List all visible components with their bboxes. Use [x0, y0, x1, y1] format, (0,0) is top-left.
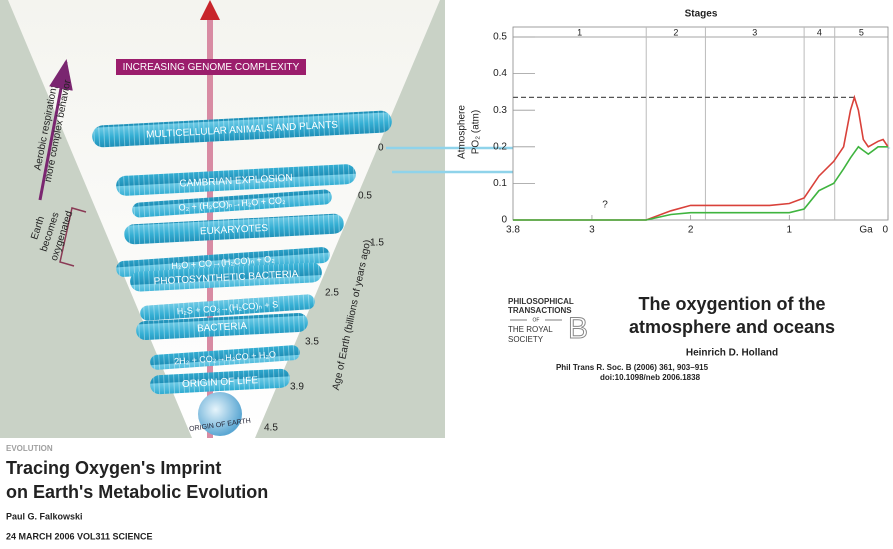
stage-label: 2 [673, 27, 678, 37]
article-title: Tracing Oxygen's Imprint [6, 458, 221, 478]
x-tick-label: 3 [589, 225, 595, 236]
y-tick-label: 0.1 [493, 178, 507, 189]
paper-title: atmosphere and oceans [629, 317, 835, 337]
paper-title: The oxygention of the [639, 294, 826, 314]
y-tick-label: 0.5 [493, 32, 507, 43]
logo-text: THE ROYAL [508, 325, 553, 334]
y-axis-label: PO₂ (atm) [471, 110, 482, 154]
y-tick-label: 0.2 [493, 141, 507, 152]
x-tick-label: 1 [787, 225, 793, 236]
paper-citation: doi:10.1098/neb 2006.1838 [600, 373, 701, 382]
logo-text: SOCIETY [508, 335, 544, 344]
stage-label: 4 [817, 27, 822, 37]
logo-letter: B [568, 312, 588, 345]
annotation: ? [602, 200, 608, 211]
plot-area [513, 27, 888, 220]
x-axis-label: Ga [859, 225, 873, 236]
x-tick-label: 2 [688, 225, 694, 236]
age-label: 4.5 [264, 423, 278, 434]
age-label: 3.9 [290, 382, 304, 393]
stage-label: 5 [859, 27, 864, 37]
y-axis-label: Atmosphere [457, 105, 468, 159]
logo-text: OF [533, 317, 540, 323]
banner-text: INCREASING GENOME COMPLEXITY [123, 62, 300, 73]
logo: PHILOSOPHICAL TRANSACTIONS OF THE ROYAL … [508, 297, 588, 345]
page: INCREASING GENOME COMPLEXITY MULTICELLUL… [0, 0, 893, 549]
article-author: Paul G. Falkowski [6, 511, 83, 521]
stage-label: 1 [577, 27, 582, 37]
y-tick-label: 0.4 [493, 68, 507, 79]
x-tick-label: 0 [882, 225, 888, 236]
age-label: 2.5 [325, 288, 339, 299]
article-title: on Earth's Metabolic Evolution [6, 482, 268, 502]
age-label: 0 [378, 143, 384, 154]
chart-title: Stages [685, 9, 718, 20]
age-label: 3.5 [305, 337, 319, 348]
paper-author: Heinrich D. Holland [686, 348, 778, 359]
x-tick-label: 3.8 [506, 225, 520, 236]
article-citation: 24 MARCH 2006 VOL311 SCIENCE [6, 531, 153, 541]
slide: INCREASING GENOME COMPLEXITY MULTICELLUL… [0, 0, 893, 549]
stage-label: 3 [752, 27, 757, 37]
y-tick-label: 0.3 [493, 105, 507, 116]
paper-citation: Phil Trans R. Soc. B (2006) 361, 903–915 [556, 363, 709, 372]
logo-text: PHILOSOPHICAL [508, 297, 574, 306]
article-section: EVOLUTION [6, 444, 53, 453]
age-label: 0.5 [358, 191, 372, 202]
logo-text: TRANSACTIONS [508, 306, 572, 315]
